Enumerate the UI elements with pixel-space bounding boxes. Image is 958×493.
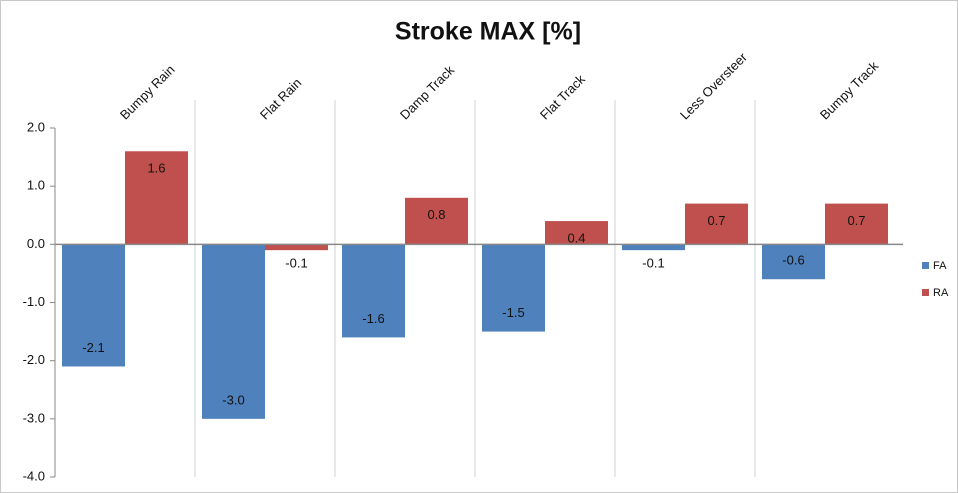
bar <box>685 203 748 245</box>
bar <box>825 203 888 245</box>
legend-label: RA <box>933 287 949 299</box>
bar <box>622 244 685 251</box>
bar <box>202 244 265 419</box>
bar <box>342 244 405 338</box>
bar <box>762 244 825 280</box>
chart-title: Stroke MAX [%] <box>395 18 581 46</box>
data-label: -0.1 <box>642 256 664 271</box>
y-tick-label: 2.0 <box>27 119 45 134</box>
data-label: 0.4 <box>567 231 585 246</box>
y-tick-label: 0.0 <box>27 236 45 251</box>
bar <box>482 244 545 332</box>
data-label: 0.7 <box>707 213 725 228</box>
y-tick-label: 1.0 <box>27 178 45 193</box>
y-tick-label: -4.0 <box>23 468 45 483</box>
y-tick-label: -3.0 <box>23 410 45 425</box>
legend-swatch <box>922 262 929 269</box>
bar <box>62 244 125 367</box>
y-tick-label: -2.0 <box>23 352 45 367</box>
legend-swatch <box>922 289 929 296</box>
data-label: -0.1 <box>285 256 307 271</box>
legend-label: FA <box>933 260 947 272</box>
bar <box>125 151 188 245</box>
data-label: 0.8 <box>427 207 445 222</box>
y-tick-label: -1.0 <box>23 294 45 309</box>
data-label: 1.6 <box>147 161 165 176</box>
data-label: 0.7 <box>847 213 865 228</box>
data-label: -1.6 <box>362 311 384 326</box>
data-label: -0.6 <box>782 253 804 268</box>
data-label: -2.1 <box>82 340 104 355</box>
data-label: -1.5 <box>502 305 524 320</box>
bar <box>265 244 328 251</box>
bar <box>545 221 608 245</box>
bar <box>405 197 468 245</box>
data-label: -3.0 <box>222 392 244 407</box>
